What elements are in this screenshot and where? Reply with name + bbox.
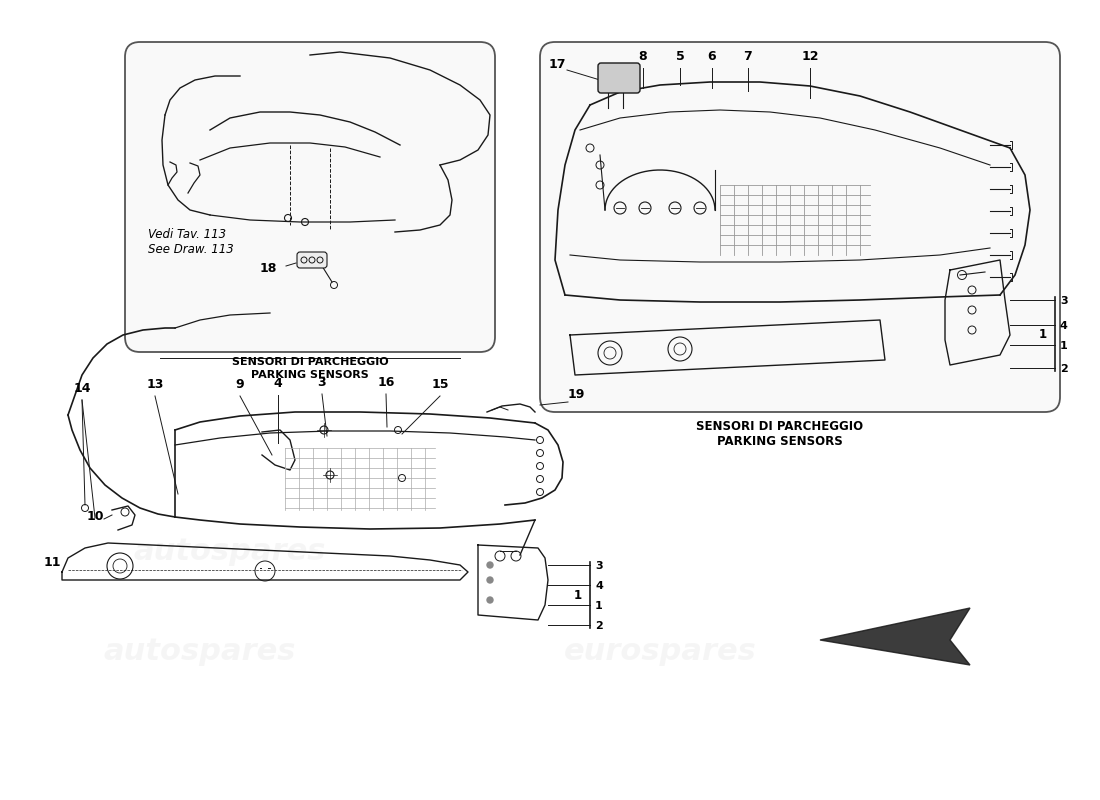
Text: 9: 9 [235, 378, 244, 391]
Text: 3: 3 [1060, 296, 1068, 306]
Text: eurospares: eurospares [584, 317, 777, 346]
Text: 3: 3 [318, 376, 327, 389]
Text: 4: 4 [274, 377, 283, 390]
Circle shape [487, 562, 493, 568]
Text: 16: 16 [377, 376, 395, 389]
FancyBboxPatch shape [125, 42, 495, 352]
Text: SENSORI DI PARCHEGGIO: SENSORI DI PARCHEGGIO [232, 357, 388, 367]
Text: 3: 3 [595, 561, 603, 571]
Text: SENSORI DI PARCHEGGIO: SENSORI DI PARCHEGGIO [696, 420, 864, 433]
Text: 1: 1 [574, 589, 582, 602]
Text: 11: 11 [43, 556, 60, 569]
Text: autospares: autospares [134, 537, 327, 566]
Text: 7: 7 [744, 50, 752, 63]
Text: 2: 2 [595, 621, 603, 631]
Polygon shape [820, 608, 970, 665]
Text: 4: 4 [1060, 321, 1068, 331]
Text: 10: 10 [86, 510, 103, 523]
Text: 5: 5 [675, 50, 684, 63]
Text: 1: 1 [1038, 328, 1047, 341]
FancyBboxPatch shape [598, 63, 640, 93]
Text: 1: 1 [595, 601, 603, 611]
Text: 12: 12 [801, 50, 818, 63]
Text: 18: 18 [260, 262, 277, 275]
FancyBboxPatch shape [297, 252, 327, 268]
Text: 4: 4 [595, 581, 603, 591]
FancyBboxPatch shape [540, 42, 1060, 412]
Text: PARKING SENSORS: PARKING SENSORS [251, 370, 368, 380]
Text: 1: 1 [1060, 341, 1068, 351]
Text: eurospares: eurospares [563, 637, 757, 666]
Text: 2: 2 [1060, 364, 1068, 374]
Text: PARKING SENSORS: PARKING SENSORS [717, 435, 843, 448]
Text: autospares: autospares [103, 637, 296, 666]
Circle shape [487, 597, 493, 603]
Text: 19: 19 [568, 388, 585, 401]
Text: 8: 8 [639, 50, 647, 63]
Text: 14: 14 [74, 382, 90, 395]
Text: Vedi Tav. 113: Vedi Tav. 113 [148, 228, 227, 241]
Circle shape [487, 577, 493, 583]
Text: 13: 13 [146, 378, 164, 391]
Text: 15: 15 [431, 378, 449, 391]
Text: 17: 17 [548, 58, 565, 71]
Text: See Draw. 113: See Draw. 113 [148, 243, 233, 256]
Text: 6: 6 [707, 50, 716, 63]
